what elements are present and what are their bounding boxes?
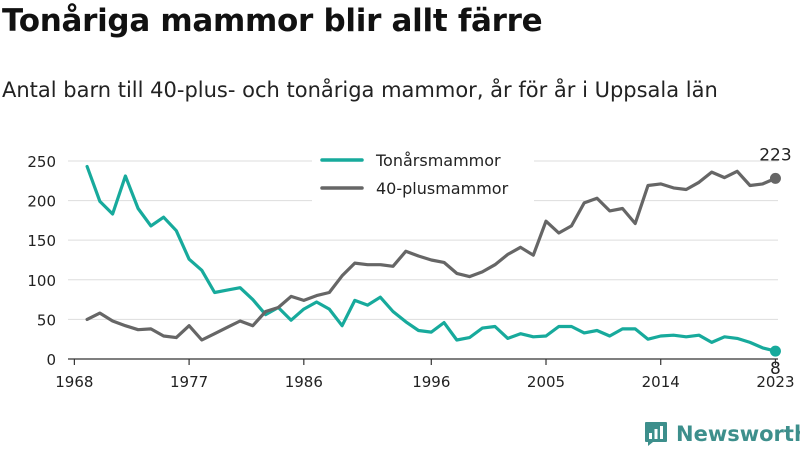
end-point-forty-plus — [769, 172, 781, 184]
legend: Tonårsmammor 40-plusmammor — [312, 142, 534, 204]
bar-chart-logo-icon — [645, 422, 667, 446]
x-tick-label: 1968 — [55, 373, 93, 391]
x-tick-label: 2023 — [756, 373, 794, 391]
y-tick-label: 0 — [46, 351, 56, 369]
x-tick-label: 1977 — [170, 373, 208, 391]
brand-name: Newsworthy — [676, 422, 800, 446]
y-axis: 0 50 100 150 200 250 — [27, 153, 56, 369]
x-tick-label: 2014 — [642, 373, 680, 391]
end-markers: 223 8 — [759, 145, 791, 379]
legend-background — [312, 142, 534, 204]
series-lines — [85, 164, 778, 353]
end-label-teen: 8 — [770, 359, 781, 379]
legend-label: Tonårsmammor — [375, 151, 501, 170]
end-label-forty-plus: 223 — [759, 145, 791, 165]
y-tick-label: 150 — [27, 232, 56, 250]
y-tick-label: 50 — [37, 311, 56, 329]
y-tick-label: 250 — [27, 153, 56, 171]
legend-label: 40-plusmammor — [376, 179, 509, 198]
y-tick-label: 200 — [27, 193, 56, 211]
x-tick-label: 1986 — [285, 373, 323, 391]
x-tick-label: 2005 — [527, 373, 565, 391]
chart-title: Tonåriga mammor blir allt färre — [2, 3, 543, 39]
y-tick-label: 100 — [27, 272, 56, 290]
newsworthy-logo: Newsworthy — [644, 420, 800, 448]
x-tick-label: 1996 — [412, 373, 450, 391]
series-line-forty-plus — [85, 169, 778, 342]
end-point-teen — [769, 345, 781, 357]
chart-subtitle: Antal barn till 40-plus- och tonåriga ma… — [2, 78, 718, 102]
x-axis: 1968 1977 1986 1996 2005 2014 2023 — [55, 359, 795, 391]
series-line-teen — [85, 164, 778, 353]
